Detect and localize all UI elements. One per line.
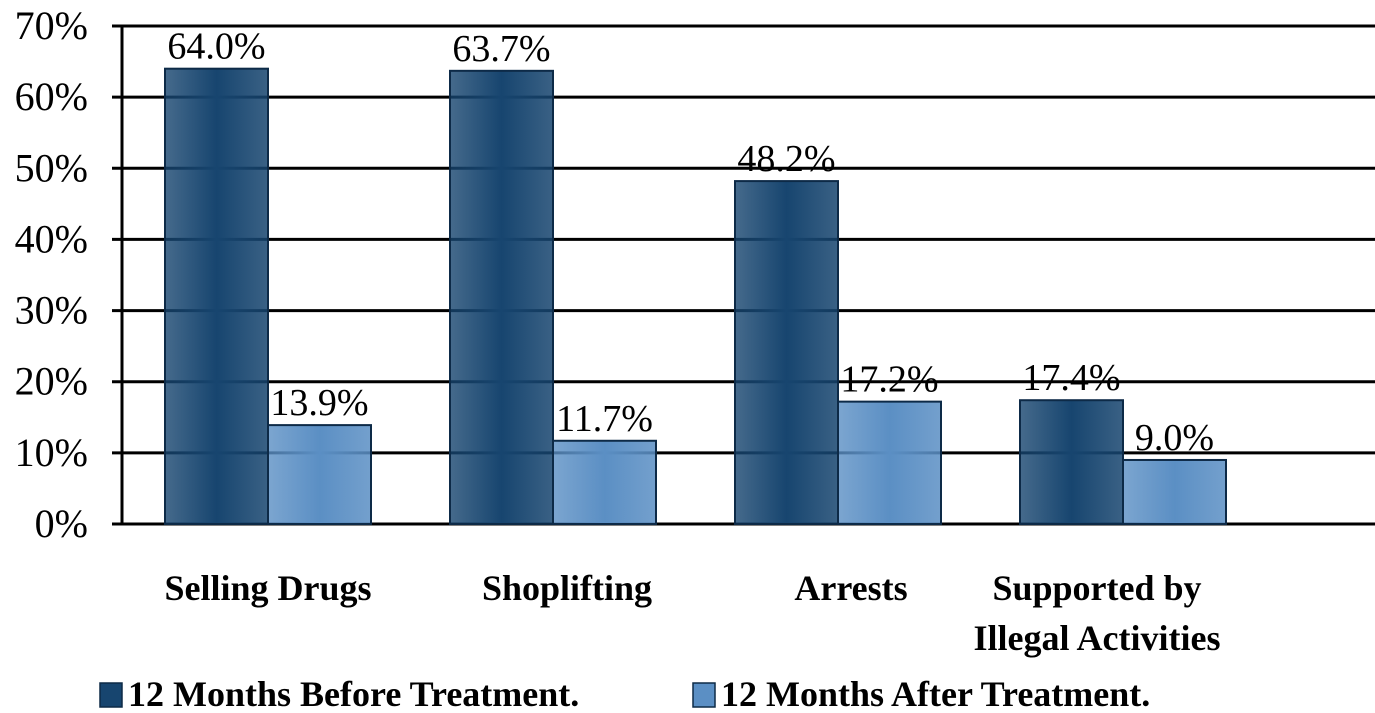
legend-label-after: 12 Months After Treatment.: [721, 674, 1150, 713]
bar-before: [1019, 399, 1124, 525]
x-category-label: Arrests: [794, 568, 907, 608]
y-tick-label: 0%: [35, 501, 88, 546]
x-category-label: Supported by: [992, 568, 1201, 608]
data-label-after: 11.7%: [556, 398, 653, 440]
data-label-before: 17.4%: [1022, 357, 1120, 399]
data-labels: 64.0% 63.7% 48.2% 17.4% 13.9% 11.7% 17.2% 9.0%: [167, 26, 1214, 459]
y-tick-label: 10%: [15, 430, 88, 475]
x-category-label: Selling Drugs: [164, 568, 371, 608]
bars: [164, 67, 1227, 526]
bar-after: [552, 439, 657, 525]
bar-before: [734, 180, 839, 525]
y-tick-label: 20%: [15, 359, 88, 404]
y-tick-label: 50%: [15, 145, 88, 190]
y-axis-ticks: 0% 10% 20% 30% 40% 50% 60% 70%: [15, 3, 88, 546]
bar-after: [837, 400, 942, 525]
x-axis-categories: Selling Drugs Shoplifting Arrests Supported…: [164, 568, 1220, 658]
data-label-after: 17.2%: [840, 359, 938, 401]
data-label-before: 63.7%: [452, 28, 550, 70]
legend-swatch-after: [692, 682, 716, 708]
bar-after: [1122, 458, 1227, 526]
data-label-before: 48.2%: [737, 138, 835, 180]
bar-before: [449, 69, 554, 525]
bar-after: [267, 424, 372, 525]
data-label-after: 13.9%: [270, 382, 368, 424]
y-tick-label: 70%: [15, 3, 88, 48]
legend-swatch-before: [99, 682, 123, 708]
y-tick-label: 30%: [15, 288, 88, 333]
x-category-label: Shoplifting: [482, 568, 652, 608]
y-tick-label: 40%: [15, 216, 88, 261]
y-tick-label: 60%: [15, 74, 88, 119]
legend-label-before: 12 Months Before Treatment.: [128, 674, 579, 713]
legend: 12 Months Before Treatment. 12 Months Aft…: [99, 674, 1150, 713]
data-label-after: 9.0%: [1135, 417, 1214, 459]
x-category-label: Illegal Activities: [974, 618, 1221, 658]
bar-before: [164, 67, 269, 526]
data-label-before: 64.0%: [167, 26, 265, 68]
